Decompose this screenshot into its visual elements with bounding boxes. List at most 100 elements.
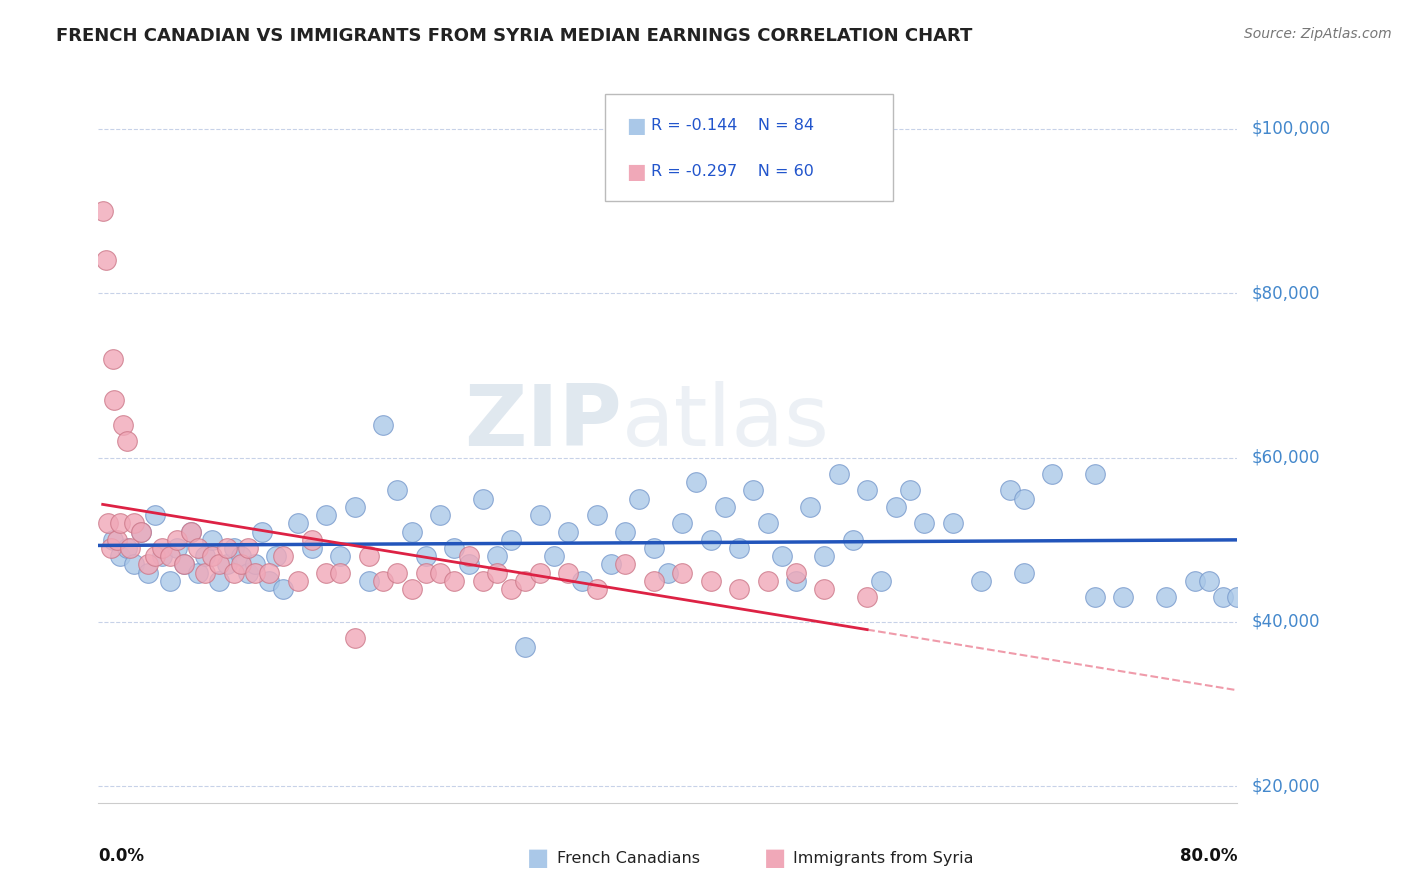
Point [329, 549, 352, 564]
Point [173, 558, 195, 572]
Point [273, 549, 295, 564]
Point [180, 524, 202, 539]
Point [152, 541, 174, 555]
Point [1184, 574, 1206, 588]
Point [287, 516, 309, 531]
Point [628, 491, 651, 506]
Point [671, 516, 693, 531]
Point [912, 516, 935, 531]
Point [785, 566, 807, 580]
Point [942, 516, 965, 531]
Point [813, 582, 835, 596]
Point [222, 541, 245, 555]
Text: R = -0.297    N = 60: R = -0.297 N = 60 [651, 164, 814, 179]
Text: ■: ■ [527, 847, 550, 870]
Point [756, 574, 779, 588]
Point [273, 582, 295, 596]
Point [129, 524, 152, 539]
Point [742, 483, 765, 498]
Text: atlas: atlas [623, 381, 831, 464]
Point [243, 566, 266, 580]
Point [250, 524, 273, 539]
Text: $80,000: $80,000 [1251, 285, 1320, 302]
Point [471, 574, 494, 588]
Point [315, 508, 337, 523]
Point [108, 549, 131, 564]
Point [501, 582, 523, 596]
Point [371, 574, 394, 588]
Point [401, 524, 423, 539]
Point [486, 549, 509, 564]
Point [387, 566, 409, 580]
Point [614, 524, 637, 539]
Point [1012, 491, 1035, 506]
Point [1212, 591, 1234, 605]
Point [728, 582, 751, 596]
Point [201, 549, 224, 564]
Point [301, 541, 323, 555]
Point [415, 549, 437, 564]
Point [136, 566, 159, 580]
Point [357, 574, 380, 588]
Point [222, 566, 245, 580]
Point [97, 516, 120, 531]
Point [529, 566, 551, 580]
Point [756, 516, 779, 531]
Point [103, 393, 125, 408]
Text: Source: ZipAtlas.com: Source: ZipAtlas.com [1244, 27, 1392, 41]
Point [813, 549, 835, 564]
Point [236, 566, 259, 580]
Point [643, 541, 665, 555]
Point [870, 574, 893, 588]
Point [614, 558, 637, 572]
Point [208, 558, 231, 572]
Point [194, 566, 217, 580]
Point [515, 640, 537, 654]
Point [152, 549, 174, 564]
Point [699, 574, 721, 588]
Point [657, 566, 679, 580]
Point [101, 533, 124, 547]
Point [194, 549, 217, 564]
Point [180, 524, 202, 539]
Point [129, 524, 152, 539]
Point [898, 483, 921, 498]
Point [91, 204, 114, 219]
Point [115, 541, 138, 555]
Point [259, 566, 281, 580]
Point [243, 558, 266, 572]
Point [728, 541, 751, 555]
Point [1112, 591, 1135, 605]
Point [585, 582, 607, 596]
Point [415, 566, 437, 580]
Point [486, 566, 509, 580]
Point [94, 253, 117, 268]
Point [457, 549, 479, 564]
Point [173, 558, 195, 572]
Point [770, 549, 793, 564]
Point [1198, 574, 1220, 588]
Text: ■: ■ [626, 161, 645, 182]
Point [215, 541, 238, 555]
Point [101, 351, 124, 366]
Point [714, 500, 737, 514]
Point [429, 566, 451, 580]
Text: R = -0.144    N = 84: R = -0.144 N = 84 [651, 118, 814, 133]
Point [187, 566, 209, 580]
Point [457, 558, 479, 572]
Point [557, 524, 579, 539]
Point [208, 574, 231, 588]
Point [122, 516, 145, 531]
Point [643, 574, 665, 588]
Point [1040, 467, 1063, 481]
Point [201, 533, 224, 547]
Point [145, 508, 167, 523]
Point [1154, 591, 1177, 605]
Point [471, 491, 494, 506]
Point [315, 566, 337, 580]
Point [998, 483, 1021, 498]
Text: 0.0%: 0.0% [98, 847, 145, 864]
Point [259, 574, 281, 588]
Text: ■: ■ [626, 116, 645, 136]
Text: ZIP: ZIP [464, 381, 623, 464]
